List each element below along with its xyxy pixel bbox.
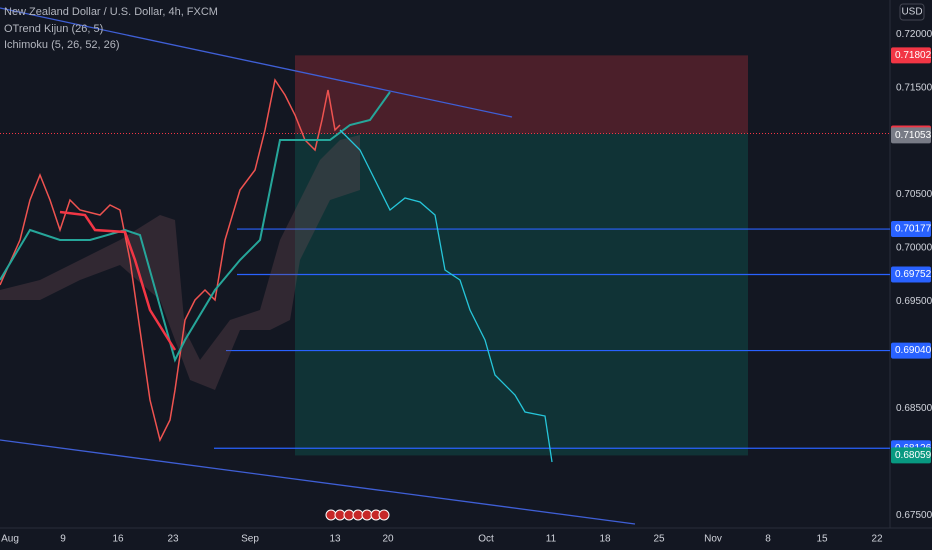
price-tag-label: 0.68059 <box>895 450 932 461</box>
price-tick-label: 0.70000 <box>896 243 932 254</box>
kijun-line <box>0 91 391 363</box>
price-tick-label: 0.71500 <box>896 82 932 93</box>
time-tick-label: 9 <box>60 534 66 545</box>
time-tick-label: 8 <box>765 534 771 545</box>
price-tag-label: 0.69040 <box>895 345 932 356</box>
time-tick-label: 23 <box>167 534 179 545</box>
price-tag <box>891 342 931 359</box>
profit-zone <box>295 133 748 456</box>
time-tick-label: 16 <box>112 534 124 545</box>
time-tick-label: 11 <box>546 534 557 545</box>
legend: New Zealand Dollar / U.S. Dollar, 4h, FX… <box>4 6 218 51</box>
price-tag <box>891 47 931 64</box>
price-tag-label: 0.71053 <box>895 130 932 141</box>
price-tick-label: 0.72000 <box>896 29 932 40</box>
event-icon[interactable] <box>378 509 390 521</box>
indicator: Ichimoku (5, 26, 52, 26) <box>4 39 120 51</box>
time-tick-label: 13 <box>329 534 341 545</box>
kijun-red <box>59 210 177 351</box>
price-tick-label: 0.70500 <box>896 189 932 200</box>
time-tick-label: 18 <box>599 534 611 545</box>
price-tag <box>891 447 931 464</box>
trend-line <box>0 439 636 525</box>
price-tag <box>891 221 931 238</box>
price-tag <box>891 127 931 144</box>
price-tag-label: 0.70177 <box>895 224 932 235</box>
time-tick-label: Nov <box>704 534 722 545</box>
time-tick-label: 15 <box>816 534 828 545</box>
cloud <box>0 135 360 390</box>
indicator: OTrend Kijun (26, 5) <box>4 23 103 35</box>
price-tick-label: 0.69500 <box>896 296 932 307</box>
price-path <box>0 78 341 443</box>
trend-line <box>0 7 513 118</box>
time-tick-label: 20 <box>382 534 394 545</box>
price-tick-label: 0.67500 <box>896 510 932 521</box>
currency[interactable]: USD <box>901 7 922 18</box>
time-tick-label: Oct <box>478 534 494 545</box>
time-tick-label: Sep <box>241 534 259 545</box>
symbol-title: New Zealand Dollar / U.S. Dollar, 4h, FX… <box>4 6 218 18</box>
time-tick-label: 25 <box>653 534 665 545</box>
price-tag <box>891 266 931 283</box>
currency-button[interactable] <box>899 3 925 21</box>
projection <box>339 129 553 463</box>
time-tick-label: 22 <box>871 534 883 545</box>
time-tick-label: Aug <box>1 534 19 545</box>
price-tick-label: 0.68500 <box>896 403 932 414</box>
price-tag-label: 0.69752 <box>895 269 932 280</box>
price-tag-label: 0.71802 <box>895 50 932 61</box>
event-icons[interactable] <box>325 509 390 521</box>
